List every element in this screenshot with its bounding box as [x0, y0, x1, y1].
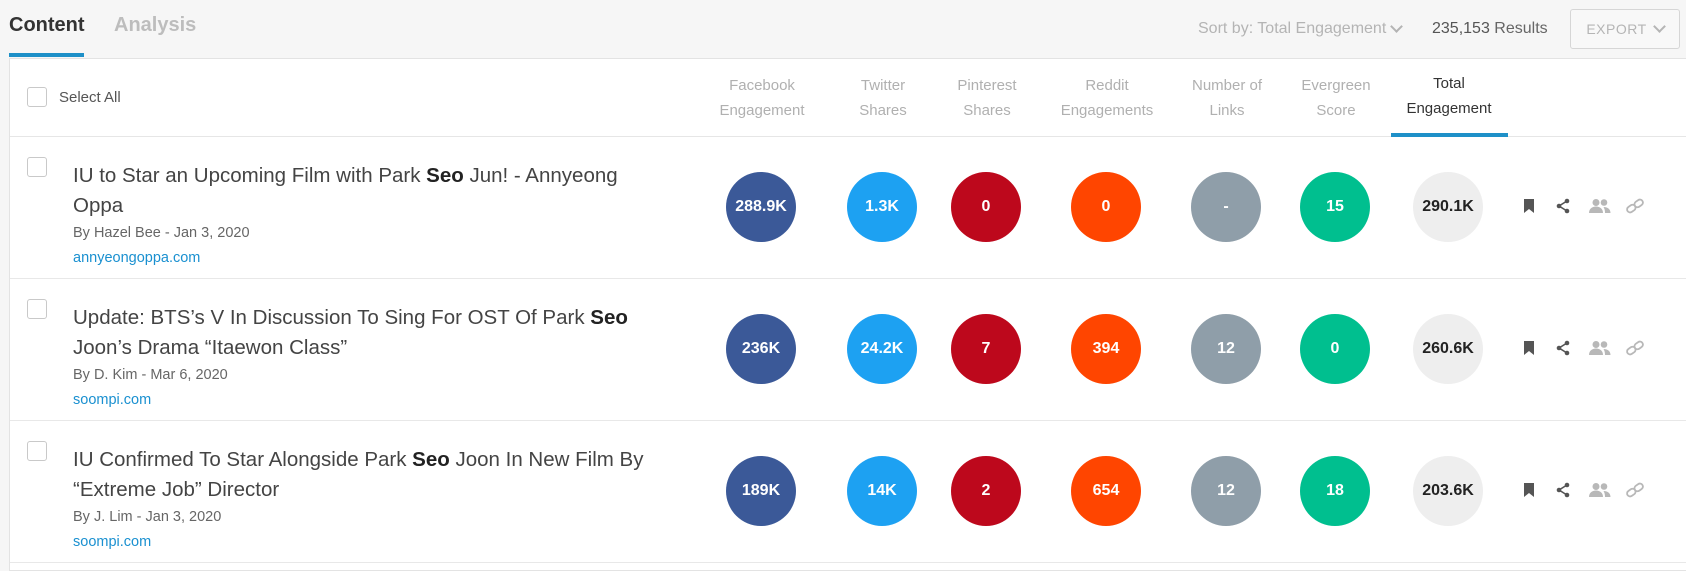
table-header: Select All Facebook Engagement Twitter S… [10, 59, 1686, 137]
title-highlight: Seo [412, 448, 450, 471]
table-row: IU Confirmed To Star Alongside Park Seo … [10, 421, 1686, 563]
article-title[interactable]: IU Confirmed To Star Alongside Park Seo … [73, 445, 673, 505]
total-engagement-value: 260.6K [1413, 314, 1483, 384]
facebook-engagement-value: 236K [726, 314, 796, 384]
total-engagement-value: 290.1K [1413, 172, 1483, 242]
tab-content[interactable]: Content [9, 14, 85, 36]
sort-dropdown[interactable]: Sort by: Total Engagement [1198, 20, 1404, 38]
column-label: Engagements [1060, 102, 1154, 119]
column-total-engagement[interactable]: Total Engagement [1384, 71, 1514, 121]
twitter-shares-value: 1.3K [847, 172, 917, 242]
share-icon[interactable] [1552, 195, 1574, 217]
pinterest-shares-value: 7 [951, 314, 1021, 384]
results-number: 235,153 [1432, 20, 1490, 37]
share-icon[interactable] [1552, 479, 1574, 501]
top-bar: Content Analysis Sort by: Total Engageme… [0, 0, 1686, 58]
bookmark-icon[interactable] [1518, 195, 1540, 217]
column-reddit-engagements[interactable]: Reddit Engagements [1042, 73, 1172, 123]
twitter-shares-value: 14K [847, 456, 917, 526]
column-label: Shares [859, 102, 907, 119]
column-label: Links [1209, 102, 1245, 119]
evergreen-score-value: 0 [1300, 314, 1370, 384]
export-button[interactable]: EXPORT [1570, 9, 1680, 49]
row-checkbox[interactable] [27, 441, 47, 461]
users-icon[interactable] [1587, 337, 1613, 359]
number-of-links-value: 12 [1191, 314, 1261, 384]
tab-analysis[interactable]: Analysis [114, 14, 197, 36]
select-all-checkbox[interactable] [27, 87, 47, 107]
export-label: EXPORT [1586, 21, 1647, 37]
chevron-down-icon [1652, 20, 1666, 33]
sort-label: Sort by: Total Engagement [1198, 20, 1387, 37]
column-label: Number of [1191, 77, 1263, 94]
title-text: Update: BTS’s V In Discussion To Sing Fo… [73, 306, 591, 329]
link-icon[interactable] [1624, 195, 1646, 217]
article-byline: By D. Kim - Mar 6, 2020 [73, 367, 228, 383]
results-panel: Select All Facebook Engagement Twitter S… [9, 58, 1686, 571]
title-text: Jun! - Annyeong Oppa [73, 164, 618, 217]
users-icon[interactable] [1587, 479, 1613, 501]
results-count: 235,153 Results [1432, 20, 1548, 38]
column-label: Facebook [729, 77, 795, 94]
article-byline: By J. Lim - Jan 3, 2020 [73, 509, 222, 525]
article-domain-link[interactable]: soompi.com [73, 392, 152, 408]
title-text: IU Confirmed To Star Alongside Park [73, 448, 413, 471]
article-domain-link[interactable]: annyeongoppa.com [73, 250, 201, 266]
column-number-of-links[interactable]: Number of Links [1162, 73, 1292, 123]
row-checkbox[interactable] [27, 299, 47, 319]
column-label: Shares [963, 102, 1011, 119]
total-engagement-value: 203.6K [1413, 456, 1483, 526]
twitter-shares-value: 24.2K [847, 314, 917, 384]
table-row: Update: BTS’s V In Discussion To Sing Fo… [10, 279, 1686, 421]
bookmark-icon[interactable] [1518, 479, 1540, 501]
sorted-column-indicator [1391, 133, 1508, 137]
column-label: Total [1433, 75, 1465, 92]
reddit-engagements-value: 654 [1071, 456, 1141, 526]
number-of-links-value: - [1191, 172, 1261, 242]
title-highlight: Seo [590, 306, 628, 329]
pinterest-shares-value: 0 [951, 172, 1021, 242]
column-label: Score [1316, 102, 1356, 119]
table-row: IU to Star an Upcoming Film with Park Se… [10, 137, 1686, 279]
column-label: Evergreen [1301, 77, 1371, 94]
evergreen-score-value: 15 [1300, 172, 1370, 242]
results-label: Results [1494, 20, 1548, 37]
link-icon[interactable] [1624, 337, 1646, 359]
row-checkbox[interactable] [27, 157, 47, 177]
column-label: Engagement [1406, 100, 1492, 117]
column-label: Twitter [860, 77, 906, 94]
reddit-engagements-value: 0 [1071, 172, 1141, 242]
article-title[interactable]: IU to Star an Upcoming Film with Park Se… [73, 161, 673, 221]
facebook-engagement-value: 288.9K [726, 172, 796, 242]
column-facebook-engagement[interactable]: Facebook Engagement [697, 73, 827, 123]
bookmark-icon[interactable] [1518, 337, 1540, 359]
title-text: Joon’s Drama “Itaewon Class” [73, 336, 348, 359]
pinterest-shares-value: 2 [951, 456, 1021, 526]
column-label: Pinterest [957, 77, 1017, 94]
select-all-label[interactable]: Select All [59, 89, 121, 106]
link-icon[interactable] [1624, 479, 1646, 501]
title-text: Joon In New Film By “Extreme Job” Direct… [73, 448, 644, 501]
facebook-engagement-value: 189K [726, 456, 796, 526]
column-twitter-shares[interactable]: Twitter Shares [818, 73, 948, 123]
column-label: Reddit [1085, 77, 1129, 94]
article-title[interactable]: Update: BTS’s V In Discussion To Sing Fo… [73, 303, 673, 363]
article-domain-link[interactable]: soompi.com [73, 534, 152, 550]
evergreen-score-value: 18 [1300, 456, 1370, 526]
article-byline: By Hazel Bee - Jan 3, 2020 [73, 225, 250, 241]
share-icon[interactable] [1552, 337, 1574, 359]
column-evergreen-score[interactable]: Evergreen Score [1271, 73, 1401, 123]
column-label: Engagement [719, 102, 805, 119]
active-tab-indicator [9, 53, 84, 57]
title-text: IU to Star an Upcoming Film with Park [73, 164, 427, 187]
column-pinterest-shares[interactable]: Pinterest Shares [922, 73, 1052, 123]
chevron-down-icon [1390, 20, 1404, 33]
reddit-engagements-value: 394 [1071, 314, 1141, 384]
users-icon[interactable] [1587, 195, 1613, 217]
title-highlight: Seo [426, 164, 464, 187]
number-of-links-value: 12 [1191, 456, 1261, 526]
